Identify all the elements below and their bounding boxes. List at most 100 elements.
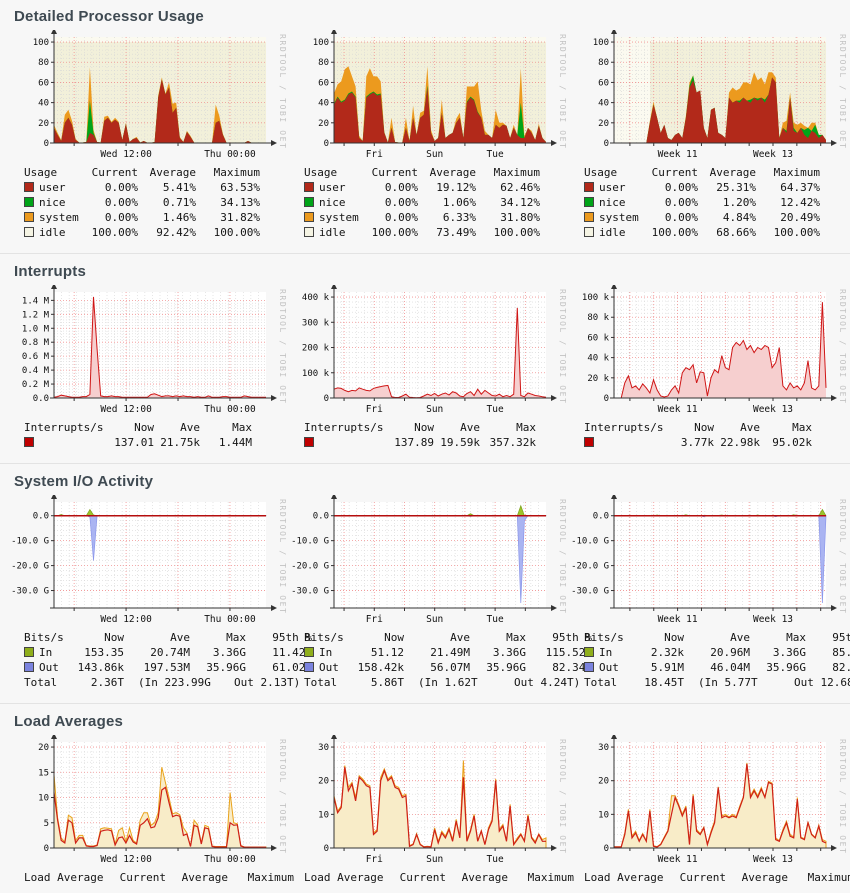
system-swatch-icon — [584, 212, 594, 222]
legend-cell: Total — [304, 676, 338, 689]
legend-cell: 51.12 — [370, 646, 404, 659]
legend-cell: 3.36G — [212, 646, 246, 659]
svg-text:20: 20 — [38, 119, 49, 129]
svg-text:Thu 00:00: Thu 00:00 — [204, 854, 256, 865]
legend-cell: 34.13% — [220, 196, 260, 209]
svg-text:400 k: 400 k — [302, 293, 330, 303]
interrupts-week-chart[interactable]: 0 100 k 200 k 300 k 400 k Fri Sun Tue — [292, 285, 558, 419]
legend-cell: 100.00% — [773, 226, 820, 239]
cpu-day-graph-wrap: 0 20 40 60 80 100 Wed 12:00 Thu 00:00 RRDTOOL / … — [12, 30, 292, 164]
svg-text:0.0: 0.0 — [33, 394, 49, 404]
legend-cell: 0.00% — [664, 196, 698, 209]
legend-row: user 0.00% 5.41% 63.53% — [24, 180, 292, 195]
io-week-graph-wrap: 0.0 -10.0 G -20.0 G -30.0 G Fri Sun Tue RRDTOOL… — [292, 495, 572, 629]
svg-text:Week 11: Week 11 — [658, 404, 698, 415]
legend-cell: 0.71% — [162, 196, 196, 209]
legend-cell — [24, 435, 106, 450]
legend-row: In 153.35 20.74M 3.36G 11.42M — [24, 645, 312, 660]
interrupts-day-chart[interactable]: 0.0 0.2 M 0.4 M 0.6 M 0.8 M 1.0 M 1.2 M 1.4 M We… — [12, 285, 278, 419]
legend-row: 137.01 21.75k 1.44M — [24, 435, 292, 450]
cpu-month-chart[interactable]: 0 20 40 60 80 100 Week 11 Week 13 — [572, 30, 838, 164]
legend-cell: 5.91M — [650, 661, 684, 674]
legend-total-row: Total 18.45T (In 5.77T Out 12.68T) — [584, 675, 850, 690]
svg-text:-20.0 G: -20.0 G — [12, 562, 49, 572]
legend-cell: Interrupts/s — [24, 421, 104, 434]
svg-text:Week 11: Week 11 — [658, 149, 698, 160]
legend-row: user 0.00% 19.12% 62.46% — [304, 180, 572, 195]
legend-row: 3.77k 22.98k 95.02k — [584, 435, 850, 450]
svg-text:1.2 M: 1.2 M — [22, 310, 50, 320]
svg-text:100 k: 100 k — [302, 369, 330, 379]
svg-text:40: 40 — [318, 99, 329, 109]
io-month-legend: Bits/s Now Ave Max 95th % In 2.32k 20.96M 3.36G 8… — [584, 630, 850, 690]
io-day-chart[interactable]: 0.0 -10.0 G -20.0 G -30.0 G Wed 12:00 Thu 00:… — [12, 495, 278, 629]
legend-cell: Current — [119, 871, 166, 884]
legend-cell: 100.00% — [493, 226, 540, 239]
cpu-month-graph-wrap: 0 20 40 60 80 100 Week 11 Week 13 RRDTOOL / TOBI… — [572, 30, 850, 164]
svg-text:Wed 12:00: Wed 12:00 — [100, 404, 152, 415]
svg-text:200 k: 200 k — [302, 344, 330, 354]
nice-swatch-icon — [304, 197, 314, 207]
interrupts-week-legend: Interrupts/s Now Ave Max 137.89 19.59k 357.32k — [304, 420, 572, 450]
io-week-chart[interactable]: 0.0 -10.0 G -20.0 G -30.0 G Fri Sun Tue — [292, 495, 558, 629]
legend-cell: (In 223.99G — [138, 676, 211, 689]
svg-text:0.8 M: 0.8 M — [22, 338, 50, 348]
svg-text:-10.0 G: -10.0 G — [12, 537, 49, 547]
legend-cell: idle — [304, 225, 362, 240]
svg-text:Fri: Fri — [366, 149, 383, 160]
legend-cell: 3.36G — [492, 646, 526, 659]
legend-total-row: Total 5.86T (In 1.62T Out 4.24T) — [304, 675, 580, 690]
svg-text:100: 100 — [313, 38, 329, 48]
legend-cell: 31.80% — [500, 211, 540, 224]
legend-cell: 0.00% — [664, 181, 698, 194]
load-day-chart[interactable]: 0 5 10 15 20 Wed 12:00 Thu 00:00 — [12, 735, 278, 869]
section-load-averages: Load Averages 0 5 10 15 20 Wed 12:00 Thu 00:00… — [0, 703, 850, 893]
legend-cell: 20.74M — [150, 646, 190, 659]
legend-cell: Usage — [584, 166, 618, 179]
legend-cell: 21.49M — [430, 646, 470, 659]
interrupts-month-chart[interactable]: 0 20 k 40 k 60 k 80 k 100 k Week 11 Week 13 — [572, 285, 838, 419]
rrdtool-watermark: RRDTOOL / TOBI OETIKER — [278, 499, 287, 614]
svg-text:0.6 M: 0.6 M — [22, 352, 50, 362]
cpu-week-chart[interactable]: 0 20 40 60 80 100 Fri Sun Tue — [292, 30, 558, 164]
rrdtool-watermark: RRDTOOL / TOBI OETIKER — [558, 289, 567, 404]
load-month-chart[interactable]: 0 10 20 30 Week 11 Week 13 — [572, 735, 838, 869]
legend-row: idle 100.00% 68.66% 100.00% — [584, 225, 850, 240]
legend-cell: Now — [664, 631, 684, 644]
legend-row: In 2.32k 20.96M 3.36G 85.20M — [584, 645, 850, 660]
svg-text:60: 60 — [318, 78, 329, 88]
svg-text:60 k: 60 k — [587, 333, 609, 343]
legend-cell: Bits/s — [584, 631, 624, 644]
svg-text:20: 20 — [38, 743, 49, 753]
legend-cell: Ave — [460, 421, 480, 434]
In-swatch-icon — [304, 647, 314, 657]
svg-text:0: 0 — [44, 844, 49, 854]
interrupts-month-legend: Interrupts/s Now Ave Max 3.77k 22.98k 95.02k — [584, 420, 850, 450]
svg-text:80 k: 80 k — [587, 313, 609, 323]
svg-text:5: 5 — [44, 819, 49, 829]
graph-row-load: 0 5 10 15 20 Wed 12:00 Thu 00:00 RRDTOOL / TOBI… — [12, 735, 850, 885]
io-day-graph-cell: 0.0 -10.0 G -20.0 G -30.0 G Wed 12:00 Thu 00:… — [12, 495, 312, 690]
legend-cell: Total — [24, 676, 58, 689]
svg-text:10: 10 — [598, 810, 609, 820]
series-swatch-icon — [584, 437, 594, 447]
user-swatch-icon — [584, 182, 594, 192]
legend-cell: Now — [414, 421, 434, 434]
legend-total-row: Total 2.36T (In 223.99G Out 2.13T) — [24, 675, 300, 690]
load-day-graph-cell: 0 5 10 15 20 Wed 12:00 Thu 00:00 RRDTOOL / TOBI… — [12, 735, 294, 885]
legend-cell: Out — [304, 660, 346, 675]
io-month-chart[interactable]: 0.0 -10.0 G -20.0 G -30.0 G Week 11 Week 13 — [572, 495, 838, 629]
legend-cell: idle — [584, 225, 642, 240]
Out-swatch-icon — [304, 662, 314, 672]
cpu-day-chart[interactable]: 0 20 40 60 80 100 Wed 12:00 Thu 00:00 — [12, 30, 278, 164]
legend-cell: Current — [399, 871, 446, 884]
load-week-chart[interactable]: 0 10 20 30 Fri Sun Tue — [292, 735, 558, 869]
svg-text:Tue: Tue — [487, 149, 504, 160]
load-week-graph-cell: 0 10 20 30 Fri Sun Tue RRDTOOL / TOBI OETIKER Lo… — [292, 735, 574, 885]
legend-cell: 3.36G — [772, 646, 806, 659]
legend-cell: 11.42M — [272, 646, 312, 659]
legend-cell: 0.00% — [104, 211, 138, 224]
legend-cell: In — [304, 645, 346, 660]
legend-cell: Total — [584, 676, 618, 689]
load-day-graph-wrap: 0 5 10 15 20 Wed 12:00 Thu 00:00 RRDTOOL / TOBI… — [12, 735, 292, 869]
